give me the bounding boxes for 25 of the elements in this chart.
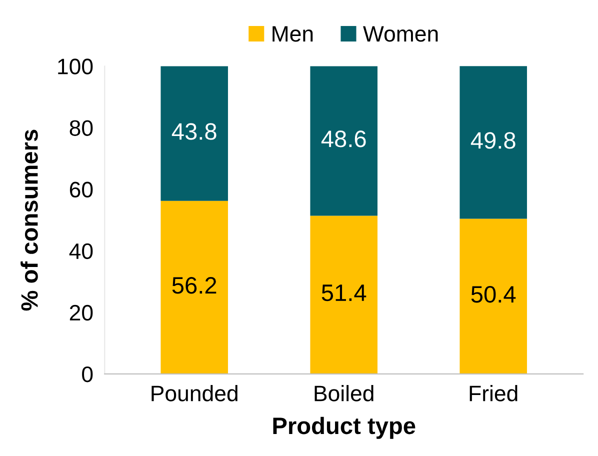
y-axis-title: % of consumers xyxy=(20,130,38,311)
data-label: 56.2 xyxy=(172,277,216,294)
legend-label: Women xyxy=(363,26,438,42)
y-tick-label: 80 xyxy=(70,120,93,136)
data-label: 43.8 xyxy=(172,123,216,140)
y-tick-label: 0 xyxy=(82,366,93,382)
data-label: 49.8 xyxy=(470,132,516,149)
y-tick-label: 60 xyxy=(70,182,93,198)
y-tick-label: 40 xyxy=(69,243,93,260)
x-tick-label: Fried xyxy=(470,385,518,402)
bar xyxy=(310,216,378,374)
bar xyxy=(310,66,378,216)
data-label: 48.6 xyxy=(321,130,366,148)
y-tick-label: 100 xyxy=(58,58,93,74)
bar xyxy=(160,200,228,374)
bar xyxy=(460,66,527,219)
data-label: 51.4 xyxy=(322,284,366,302)
y-tick-label: 20 xyxy=(70,304,93,321)
x-axis-title: Product type xyxy=(273,416,416,439)
x-tick-label: Pounded xyxy=(152,385,238,402)
bar xyxy=(460,218,527,374)
bar xyxy=(160,66,228,201)
legend-label: Men xyxy=(272,26,313,42)
x-tick-label: Boiled xyxy=(314,385,374,402)
data-label: 50.4 xyxy=(471,286,516,303)
